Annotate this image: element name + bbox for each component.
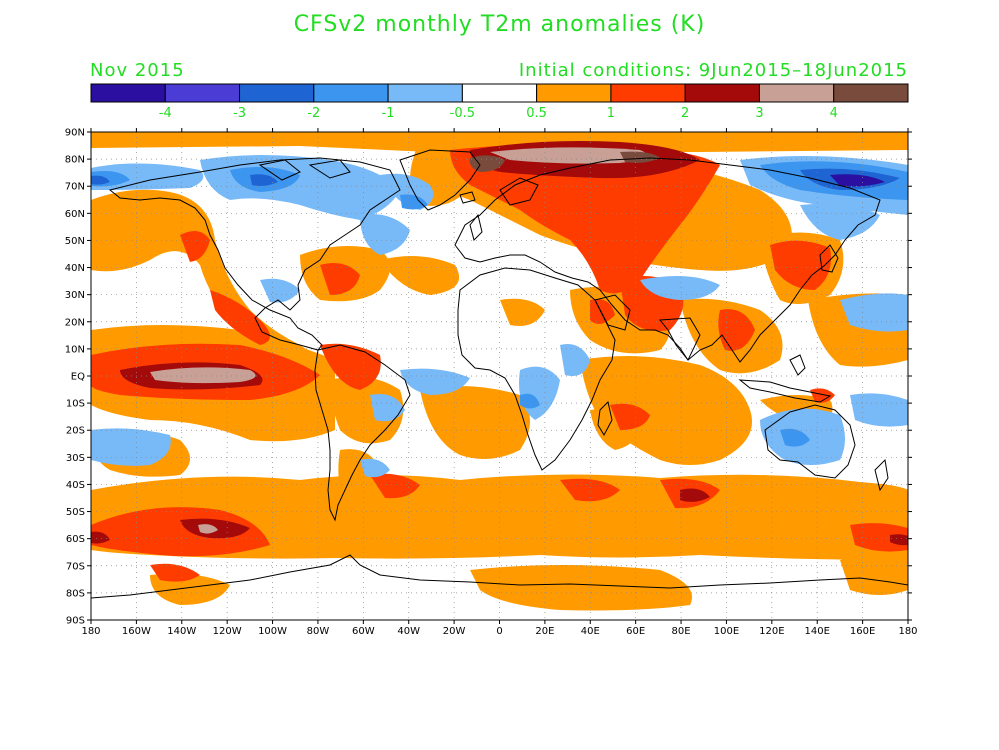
colorbar-swatch [684,83,760,103]
colorbar-swatch [164,83,241,103]
lat-label: 20S [66,426,85,437]
lon-label: 100E [714,626,739,637]
colorbar-label: -2 [307,106,320,121]
forecast-month: Nov 2015 [90,60,185,81]
colorbar-swatch [387,83,463,103]
lat-label: 30S [66,453,85,464]
lon-label: 40W [397,626,420,637]
lon-label: 180 [898,626,917,637]
colorbar-label: 0.5 [526,106,547,121]
colorbar-label: 3 [755,106,763,121]
colorbar-swatch [461,83,538,103]
lon-label: 20E [535,626,554,637]
chart-title: CFSv2 monthly T2m anomalies (K) [293,12,706,37]
lon-label: 140W [167,626,196,637]
lon-label: 80W [307,626,330,637]
lon-label: 80E [672,626,691,637]
lat-label: 30N [65,290,85,301]
colorbar-swatch [313,83,389,103]
anomaly-band-3-plus [150,147,660,534]
colorbar-label: -1 [382,106,395,121]
colorbar-swatch [610,83,686,103]
colorbar-label: 4 [830,106,838,121]
colorbar-swatch [239,83,315,103]
colorbar [90,83,909,103]
lat-label: 10N [65,344,85,355]
lon-label: 100W [258,626,287,637]
initial-conditions: Initial conditions: 9Jun2015–18Jun2015 [518,60,908,81]
lat-label: 40N [65,263,85,274]
lat-label: 70S [66,561,85,572]
lat-label: 50N [65,236,85,247]
coastlines [91,149,908,599]
colorbar-swatch [758,83,835,103]
lon-label: 160E [850,626,875,637]
colorbar-swatch [833,83,909,103]
lon-label: 120E [759,626,784,637]
lon-label: 40E [581,626,600,637]
lon-label: 160W [122,626,151,637]
latitude-axis: 90N 80N 70N 60N 50N 40N 30N 20N 10N EQ 10S 20S 30S 40… [65,128,912,627]
lon-label: 0 [496,626,502,637]
lon-label: 60E [626,626,645,637]
lat-label: 90S [66,616,85,627]
colorbar-label: -4 [159,106,172,121]
anomaly-field [91,132,908,620]
lat-label: 80S [66,588,85,599]
lon-label: 60W [352,626,375,637]
lon-label: 120W [213,626,242,637]
colorbar-label: -3 [233,106,246,121]
lat-label: 10S [66,399,85,410]
colorbar-label: 1 [607,106,615,121]
lat-label: EQ [71,372,85,383]
anomaly-band-neg-3-4 [830,174,885,187]
graticule [91,132,908,620]
lat-label: 90N [65,128,85,139]
colorbar-label: -0.5 [450,106,475,121]
lat-label: 60S [66,534,85,545]
colorbar-label: 2 [681,106,689,121]
lat-label: 60N [65,209,85,220]
colorbar-swatch [90,83,166,103]
lon-label: 20W [443,626,466,637]
lat-label: 50S [66,507,85,518]
lat-label: 20N [65,317,85,328]
colorbar-labels: -4 -3 -2 -1 -0.5 0.5 1 2 3 4 [159,106,838,121]
longitude-axis: 180 160W 140W 120W 100W 80W 60W 40W 20W 0 20E 40E 60… [81,128,918,637]
lat-label: 80N [65,155,85,166]
colorbar-swatch [536,83,612,103]
lat-label: 40S [66,480,85,491]
lat-label: 70N [65,182,85,193]
lon-label: 180 [81,626,100,637]
lon-label: 140E [805,626,830,637]
